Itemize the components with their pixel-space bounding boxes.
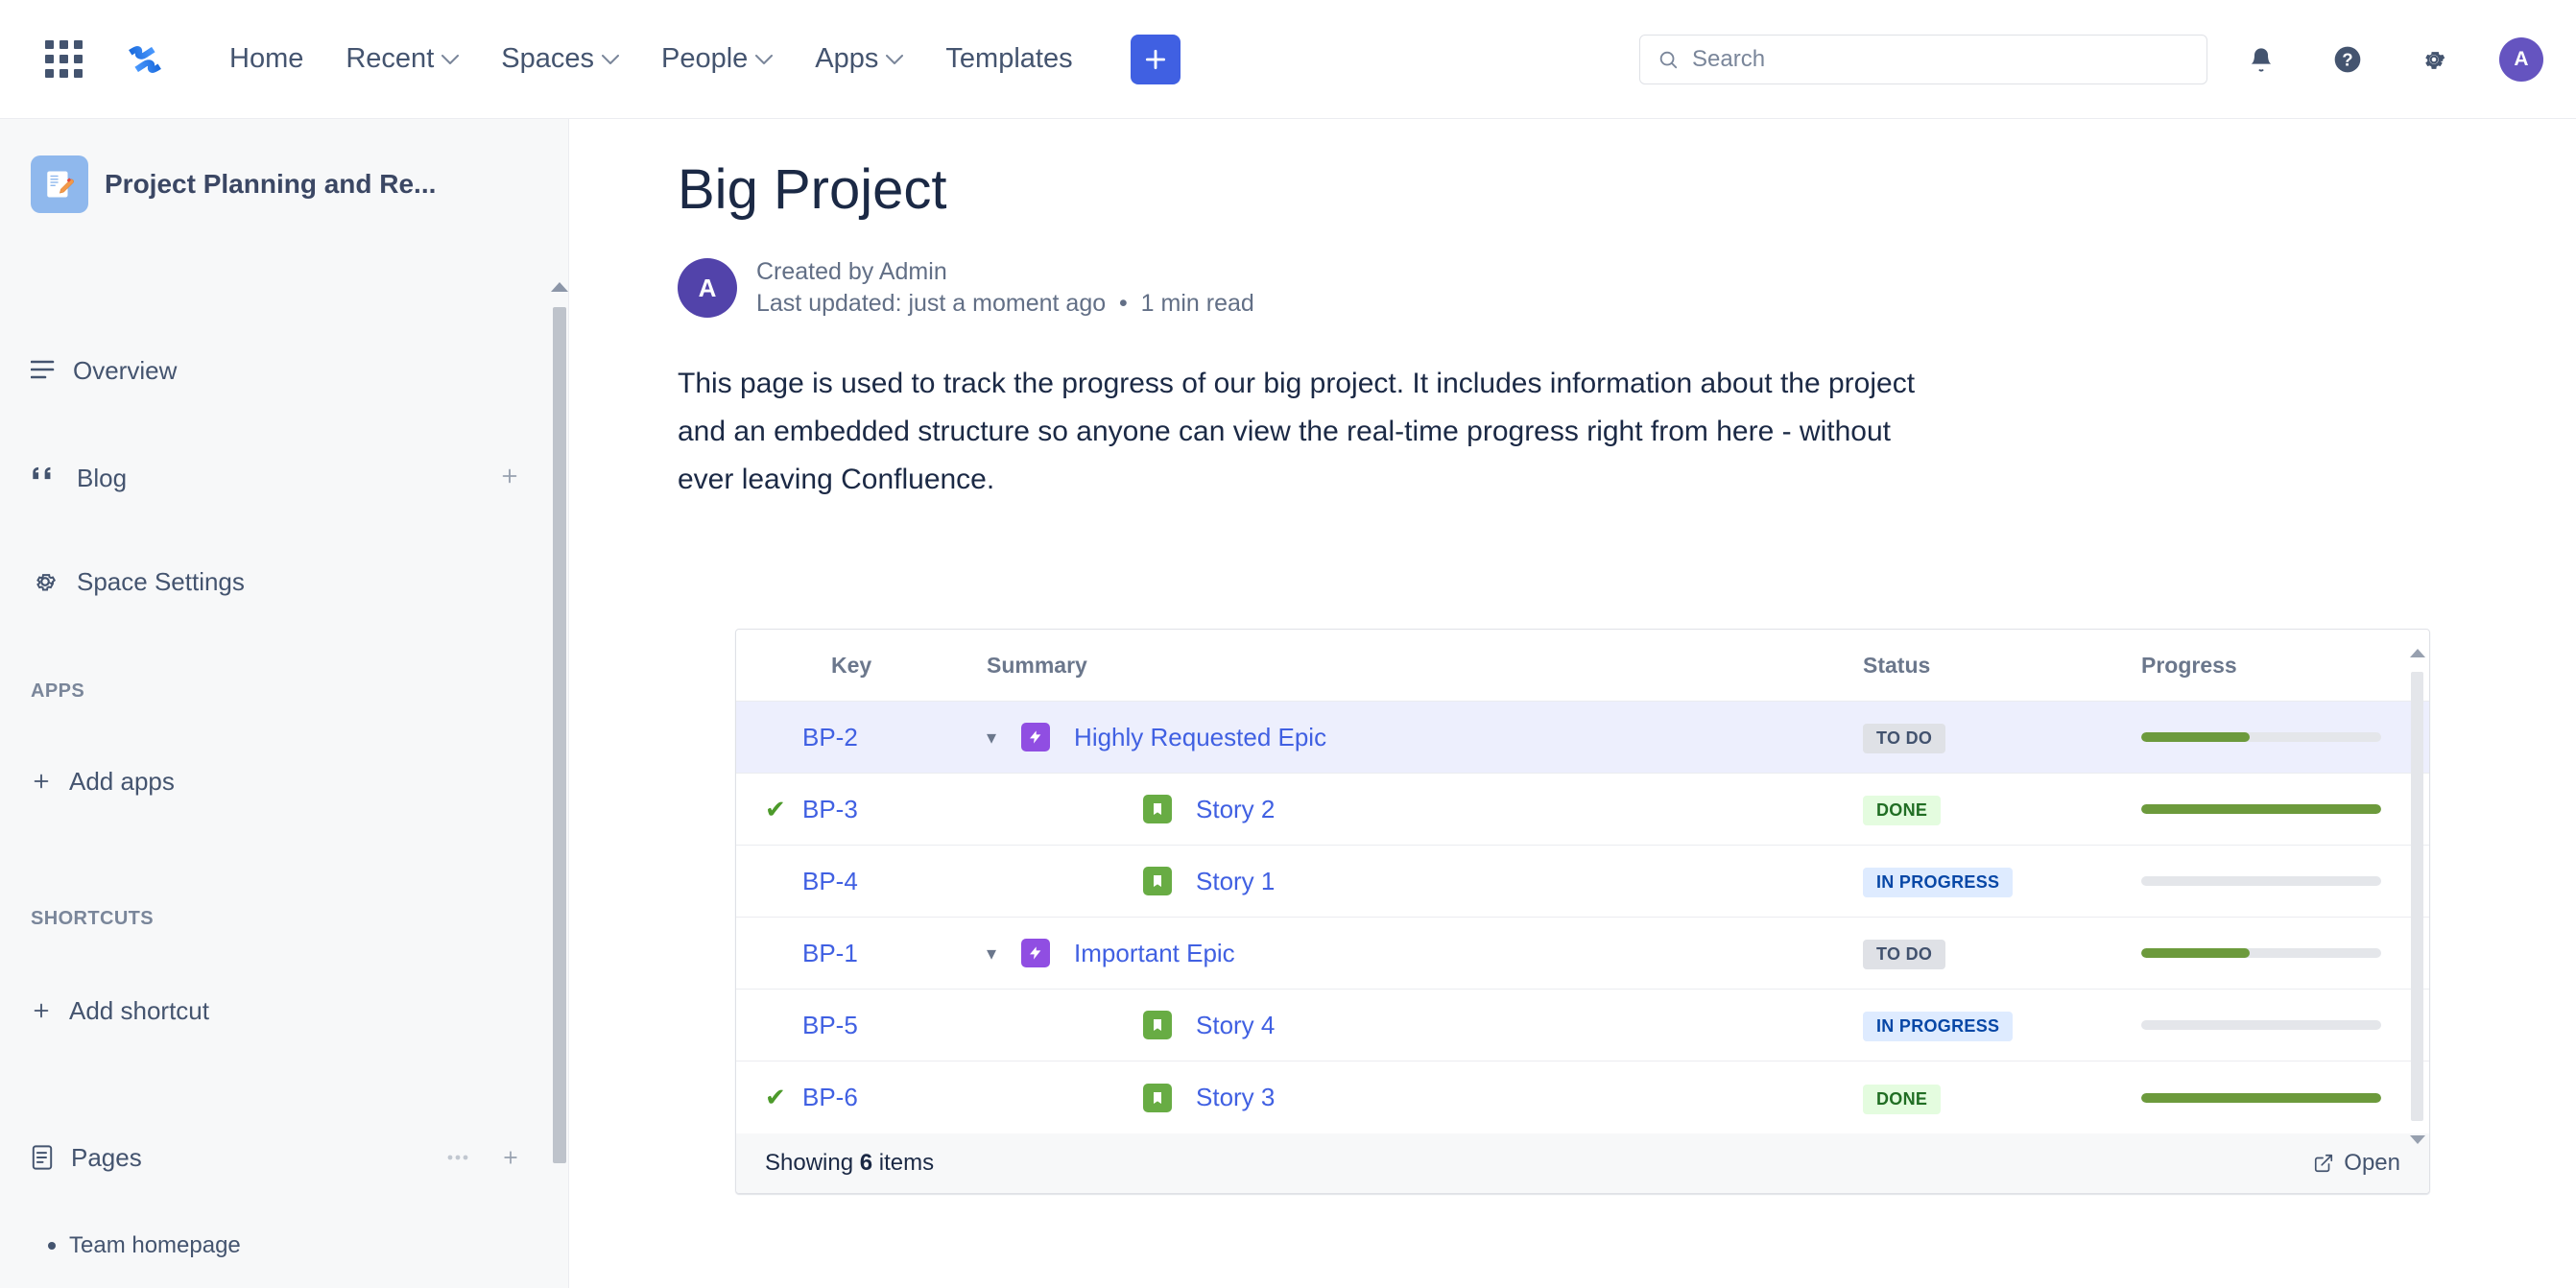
svg-text:?: ?	[2342, 49, 2352, 69]
